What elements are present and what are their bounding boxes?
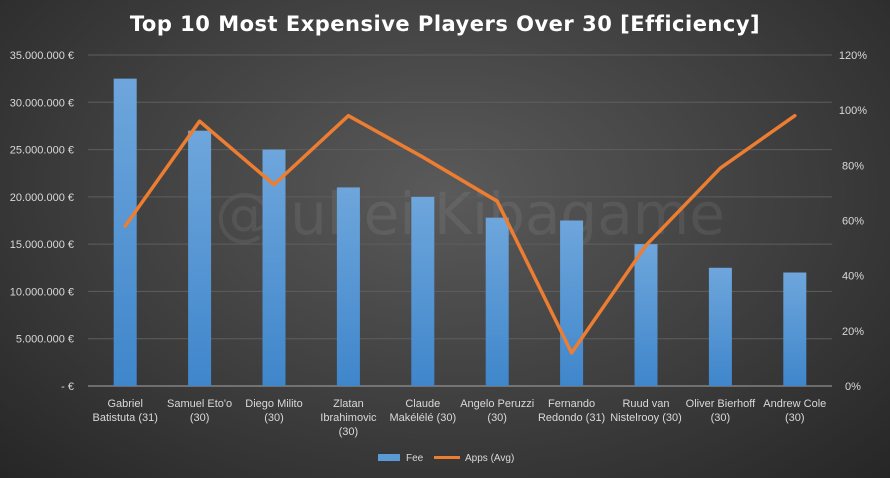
y-left-tick-label: 25.000.000 € bbox=[10, 145, 74, 157]
x-tick-label: Diego Milito bbox=[245, 398, 302, 410]
bar-fee bbox=[113, 78, 137, 387]
legend-label-fee: Fee bbox=[406, 453, 424, 464]
y-left-tick-label: 10.000.000 € bbox=[10, 286, 74, 298]
bar-fee bbox=[336, 187, 360, 386]
x-tick-label: Ibrahimovic bbox=[320, 412, 377, 424]
x-tick-label: Zlatan bbox=[333, 398, 364, 410]
x-tick-label: Ruud van bbox=[622, 398, 669, 410]
y-right-tick-label: 80% bbox=[842, 160, 864, 172]
y-right-tick-label: 120% bbox=[839, 50, 867, 62]
y-left-tick-label: 5.000.000 € bbox=[16, 334, 74, 346]
x-tick-label: (30) bbox=[785, 412, 805, 424]
y-right-tick-label: 100% bbox=[839, 105, 867, 117]
x-tick-label: Fernando bbox=[548, 398, 595, 410]
x-tick-label: Angelo Peruzzi bbox=[460, 398, 534, 410]
x-tick-label: Claude bbox=[405, 398, 440, 410]
x-tick-label: Redondo (31) bbox=[538, 412, 605, 424]
x-tick-label: (30) bbox=[339, 426, 359, 438]
line-apps bbox=[123, 113, 797, 355]
watermark: @Jubei Kibagame bbox=[215, 180, 725, 248]
x-tick-label: (30) bbox=[190, 412, 210, 424]
x-tick-label: Nistelrooy (30) bbox=[610, 412, 682, 424]
y-left-tick-label: 30.000.000 € bbox=[10, 97, 74, 109]
legend-label-apps: Apps (Avg) bbox=[465, 453, 514, 464]
bar-fee bbox=[262, 149, 286, 386]
bar-fee bbox=[783, 272, 807, 386]
y-right-tick-label: 40% bbox=[842, 271, 864, 283]
y-left-tick-label: - € bbox=[61, 381, 74, 393]
x-tick-label: Samuel Eto'o bbox=[167, 398, 232, 410]
x-tick-label: Oliver Bierhoff bbox=[686, 398, 756, 410]
chart-title: Top 10 Most Expensive Players Over 30 [E… bbox=[129, 12, 761, 36]
y-left-tick-label: 20.000.000 € bbox=[10, 192, 74, 204]
x-tick-label: Gabriel bbox=[107, 398, 142, 410]
bar-fee bbox=[411, 196, 435, 386]
y-right-tick-label: 0% bbox=[845, 381, 861, 393]
y-left-tick-label: 35.000.000 € bbox=[10, 50, 74, 62]
x-tick-label: Makélélé (30) bbox=[389, 412, 456, 424]
bar-fee bbox=[634, 244, 658, 386]
x-tick-label: Andrew Cole bbox=[763, 398, 826, 410]
bar-fee bbox=[708, 267, 732, 386]
x-tick-label: (30) bbox=[487, 412, 507, 424]
bar-fee bbox=[560, 220, 584, 386]
bar-fee bbox=[485, 217, 509, 386]
y-right-tick-label: 20% bbox=[842, 326, 864, 338]
legend-swatch-fee bbox=[378, 454, 400, 461]
y-right-tick-label: 60% bbox=[842, 216, 864, 228]
x-tick-label: (30) bbox=[711, 412, 731, 424]
y-left-tick-label: 15.000.000 € bbox=[10, 239, 74, 251]
x-tick-label: (30) bbox=[264, 412, 284, 424]
x-tick-label: Batistuta (31) bbox=[92, 412, 157, 424]
bar-fee bbox=[188, 130, 212, 386]
